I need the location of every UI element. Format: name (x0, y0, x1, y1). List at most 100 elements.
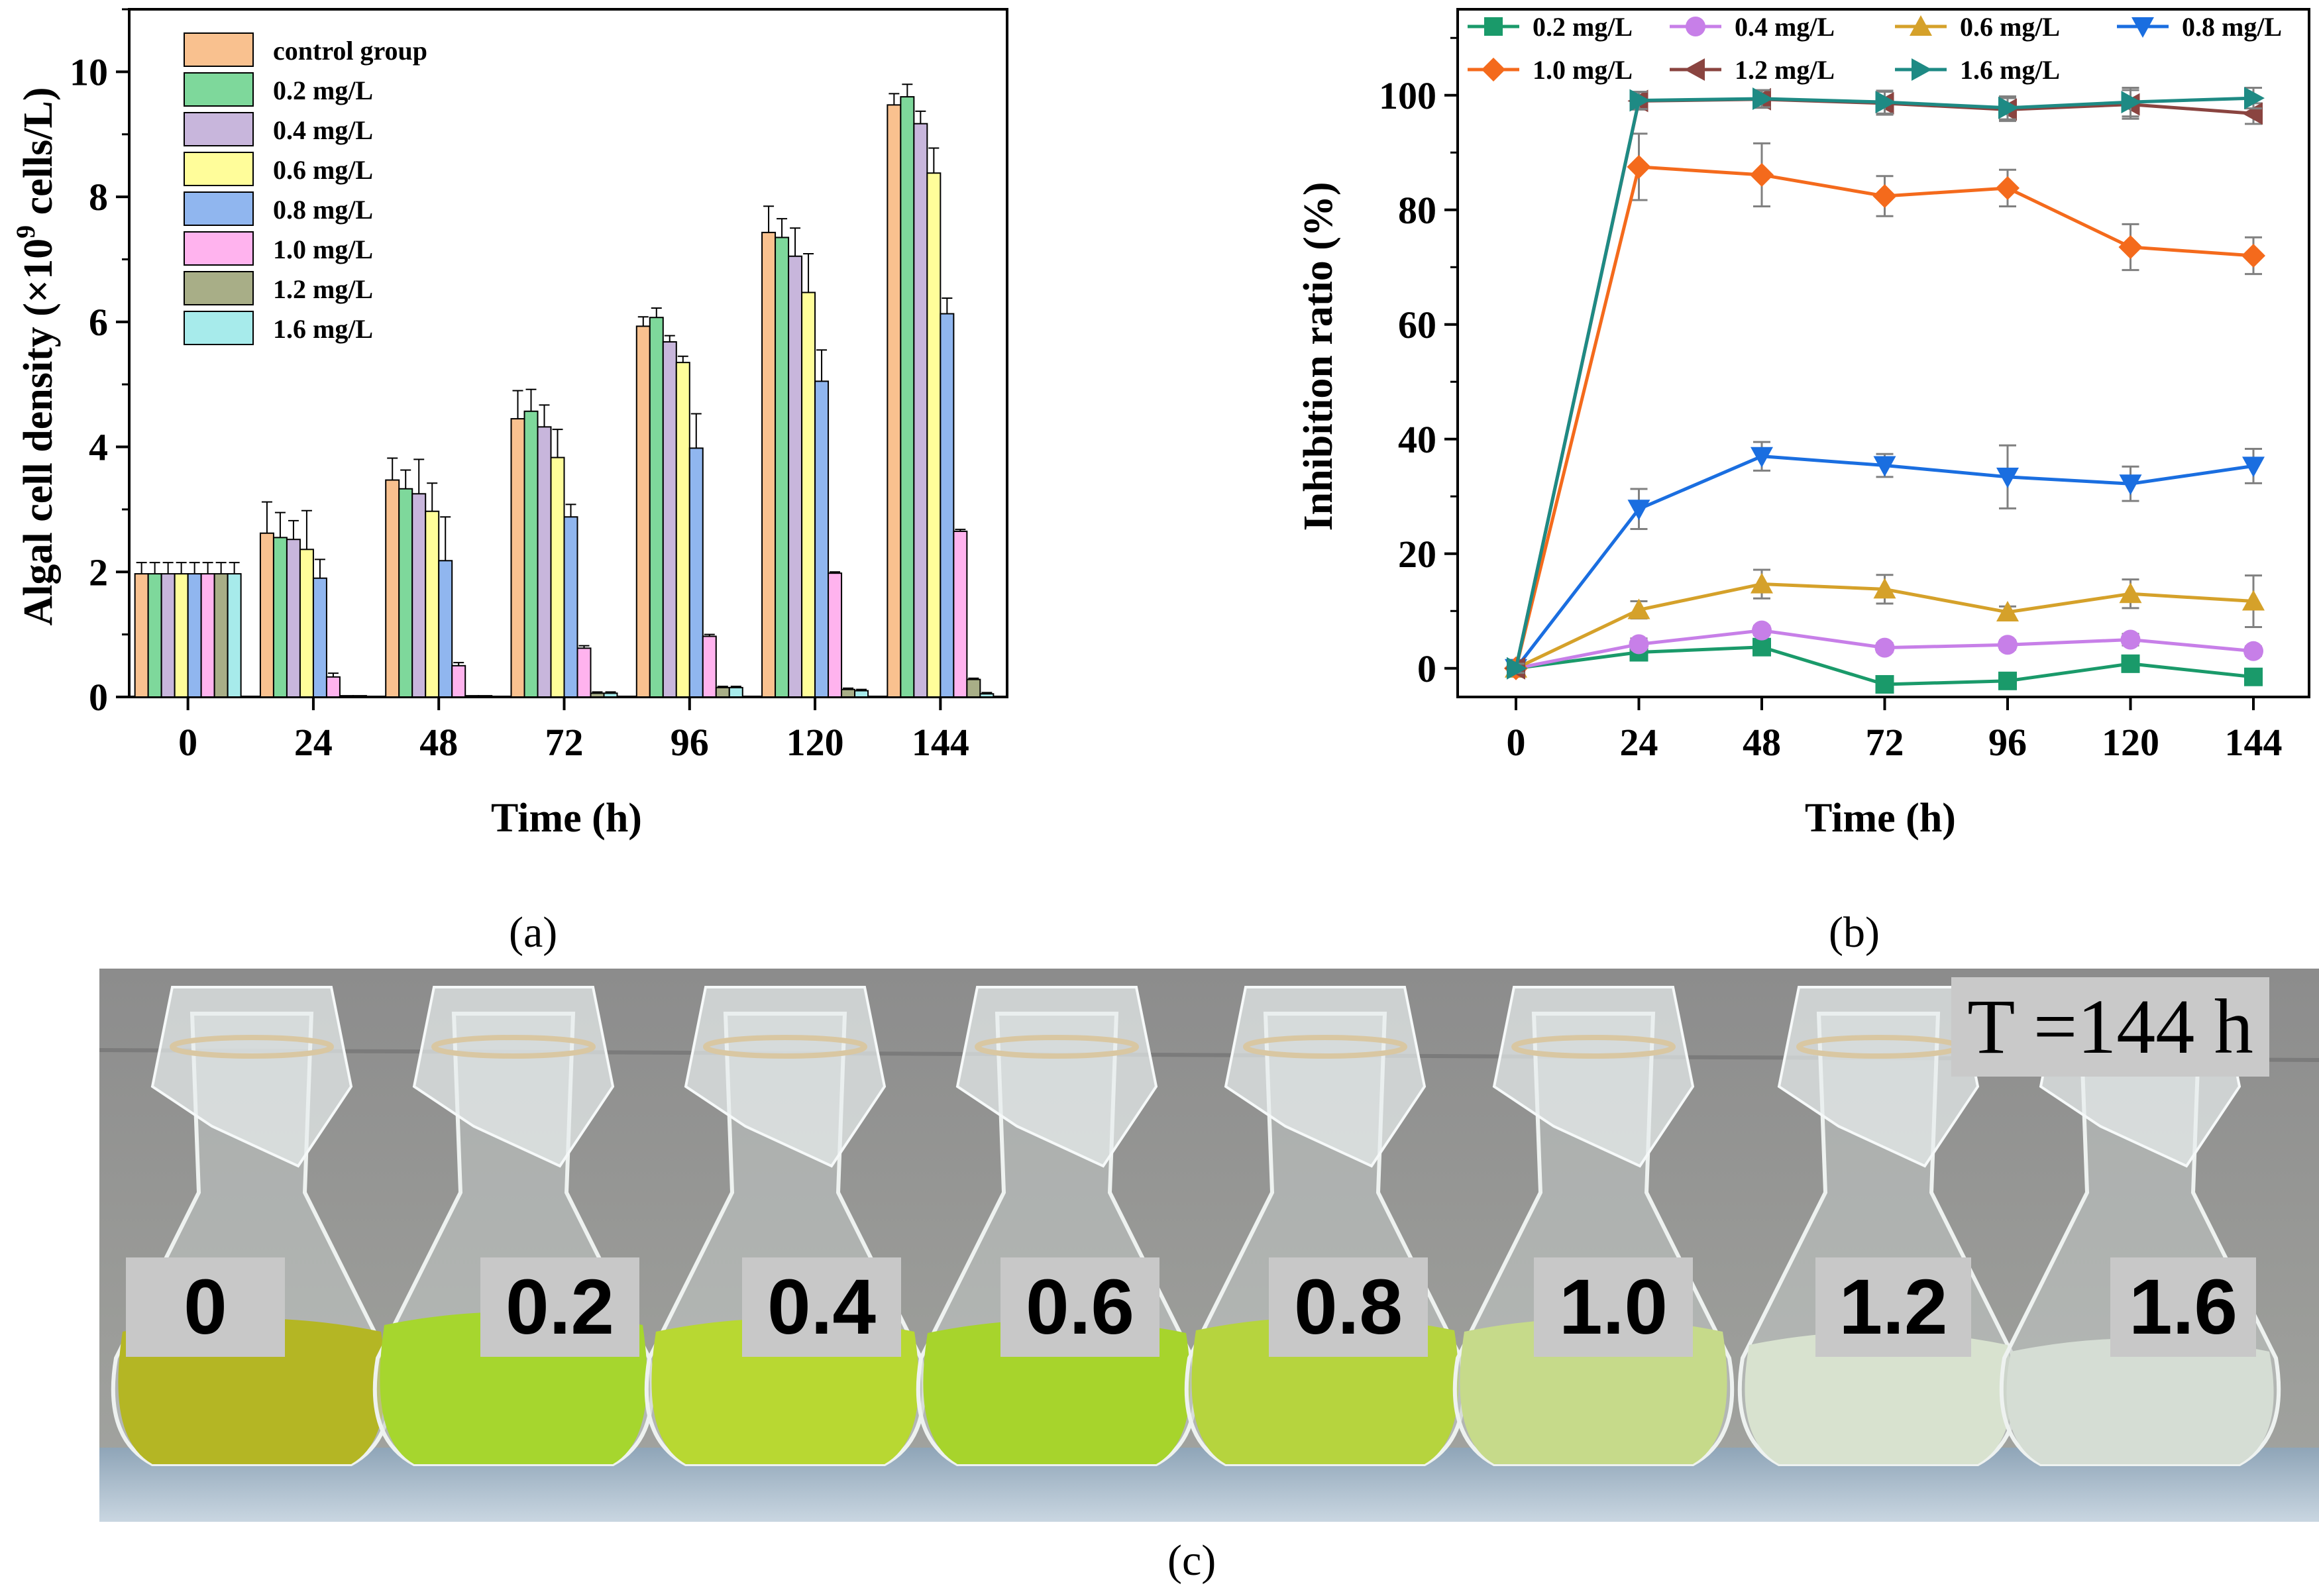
bar (900, 96, 915, 698)
bar (160, 573, 176, 698)
bar (299, 549, 314, 698)
legend-swatch (184, 32, 254, 67)
legend-swatch (184, 191, 254, 226)
bar (854, 690, 869, 698)
flask-label: 0.2 (480, 1257, 639, 1357)
bar (563, 516, 578, 698)
bar (675, 362, 690, 698)
legend-swatch (184, 152, 254, 186)
bar (966, 678, 981, 698)
chart-a-xtick-label: 24 (294, 721, 333, 764)
bar (339, 695, 354, 698)
chart-a-xtick-label: 144 (912, 721, 969, 764)
bar (828, 572, 843, 698)
caption-c: (c) (1167, 1536, 1216, 1585)
bar (510, 418, 525, 698)
bar (286, 539, 301, 698)
legend-swatch (184, 112, 254, 146)
chart-a-ytick-label: 10 (70, 50, 108, 93)
bar (688, 447, 704, 698)
legend-label: control group (273, 36, 427, 66)
chart-a-xtick-label: 120 (786, 721, 844, 764)
legend-label: 0.8 mg/L (273, 195, 373, 225)
chart-a-xtick-label: 72 (545, 721, 584, 764)
legend-label: 1.0 mg/L (273, 235, 373, 264)
bar (411, 493, 427, 698)
bar (913, 123, 928, 698)
flask-label: 1.0 (1534, 1257, 1693, 1357)
bar (953, 530, 968, 698)
caption-a: (a) (509, 908, 558, 957)
bar (272, 537, 288, 698)
bar (187, 573, 202, 698)
bar (649, 317, 664, 698)
bar (940, 313, 955, 698)
bar (523, 410, 539, 698)
bar (312, 577, 327, 698)
time-label: T =144 h (1951, 977, 2269, 1077)
caption-b: (b) (1829, 908, 1880, 957)
legend-label: 1.2 mg/L (273, 274, 373, 304)
bar (147, 573, 162, 698)
flask-label: 0.4 (742, 1257, 901, 1357)
legend-label: 0.2 mg/L (273, 76, 373, 105)
bar (451, 665, 466, 698)
bar (576, 647, 592, 698)
flask-label: 0.8 (1269, 1257, 1428, 1357)
chart-a-ytick-label: 4 (89, 426, 108, 469)
bar (325, 676, 341, 698)
flask-label: 0.6 (1000, 1257, 1160, 1357)
bar (385, 479, 400, 698)
bar (478, 695, 493, 698)
flask-label: 1.6 (2110, 1257, 2256, 1357)
legend-swatch (184, 311, 254, 345)
bar (425, 510, 440, 698)
bar (259, 532, 274, 698)
chart-a-ytick-label: 0 (89, 676, 108, 719)
chart-a-x-label: Time (h) (491, 796, 642, 841)
chart-a-xtick-label: 0 (178, 721, 197, 764)
legend-label: 1.6 mg/L (273, 314, 373, 344)
chart-a-ytick-label: 6 (89, 301, 108, 344)
flask-label: 1.2 (1815, 1257, 1971, 1357)
bar (352, 695, 367, 698)
chart-a-xtick-label: 96 (671, 721, 709, 764)
bar (702, 635, 717, 698)
bar (979, 693, 995, 698)
chart-a-y-label: Algal cell density (×109 cells/L) (11, 87, 61, 625)
chart-a-ytick-label: 2 (89, 551, 108, 594)
chart-a-xtick-label: 48 (419, 721, 458, 764)
bar (174, 573, 189, 698)
bar (603, 692, 618, 698)
legend-swatch (184, 271, 254, 305)
bar (537, 426, 552, 698)
bar (635, 325, 651, 698)
flask-label: 0 (126, 1257, 285, 1357)
bar (775, 237, 790, 698)
bar (213, 573, 229, 698)
bar (134, 573, 149, 698)
legend-swatch (184, 72, 254, 107)
bar (761, 231, 777, 698)
bar (550, 456, 565, 698)
chart-a-ytick-label: 8 (89, 176, 108, 219)
bar (715, 686, 730, 698)
legend-swatch (184, 231, 254, 266)
bar (801, 292, 816, 698)
bar (200, 573, 215, 698)
bar (438, 560, 453, 698)
bar (227, 573, 242, 698)
bar (662, 341, 677, 698)
bar (887, 104, 902, 698)
bar (788, 255, 803, 698)
bar (926, 172, 942, 698)
bar (398, 488, 413, 698)
bar (590, 692, 605, 698)
bar (728, 686, 743, 698)
legend-label: 0.6 mg/L (273, 155, 373, 185)
bar (814, 380, 830, 698)
bar (464, 695, 480, 698)
bar (841, 688, 856, 698)
legend-label: 0.4 mg/L (273, 115, 373, 145)
